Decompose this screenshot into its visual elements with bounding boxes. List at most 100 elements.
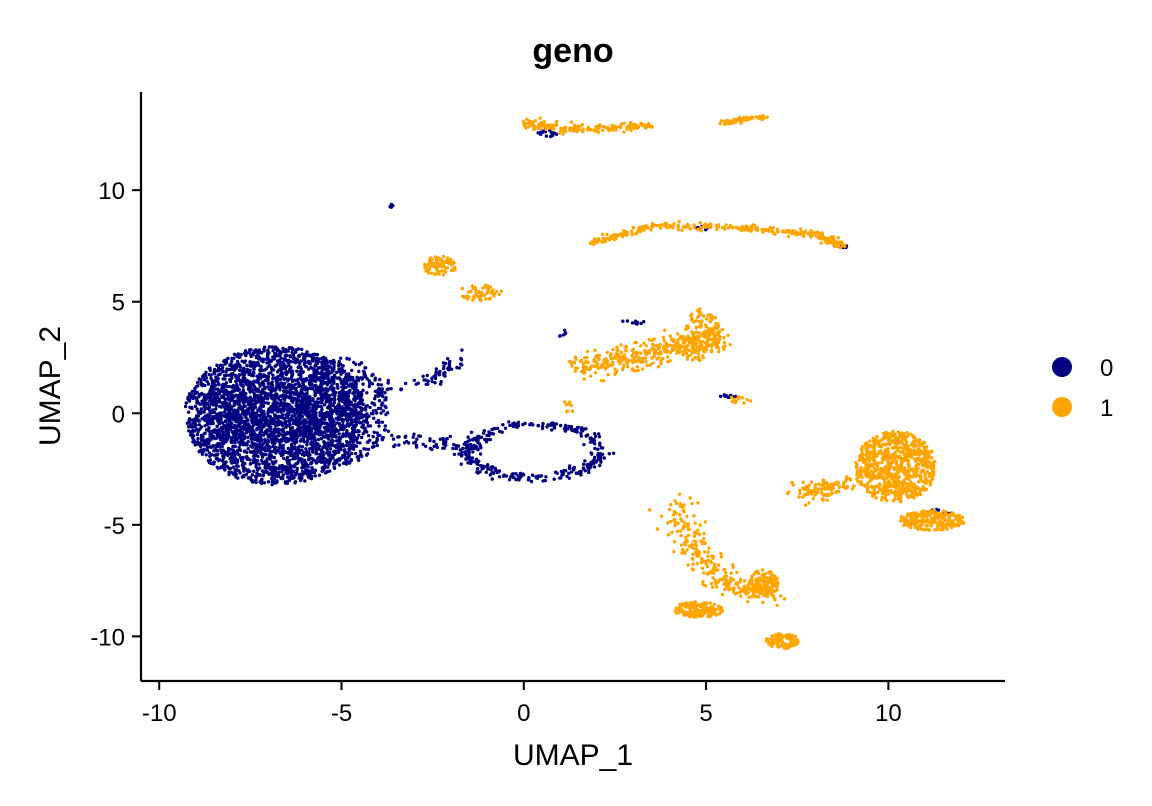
data-point: [486, 463, 490, 467]
data-point: [563, 125, 567, 130]
data-point: [265, 361, 269, 365]
data-point: [267, 371, 271, 375]
data-point: [196, 437, 200, 441]
data-point: [572, 123, 577, 128]
data-point: [303, 352, 307, 357]
data-point: [218, 432, 222, 436]
data-point: [259, 420, 263, 424]
data-point: [378, 377, 382, 382]
data-point: [199, 433, 204, 438]
data-point: [722, 393, 726, 397]
data-point: [631, 225, 636, 229]
data-point: [699, 225, 703, 230]
data-point: [572, 129, 576, 133]
data-point: [242, 475, 246, 479]
data-point: [270, 476, 274, 481]
data-point: [265, 448, 270, 453]
data-point: [205, 445, 210, 449]
data-point: [245, 367, 249, 372]
data-point: [339, 392, 343, 396]
data-point: [444, 260, 448, 264]
data-point: [231, 389, 236, 394]
data-point: [592, 128, 596, 132]
data-point: [283, 404, 287, 409]
data-point: [240, 372, 245, 376]
data-point: [726, 395, 731, 399]
data-point: [635, 322, 639, 326]
data-point: [491, 471, 495, 475]
data-point: [492, 294, 496, 298]
data-point: [305, 409, 310, 413]
data-point: [286, 446, 290, 451]
data-point: [518, 473, 522, 477]
data-point: [292, 453, 296, 457]
data-point: [319, 404, 323, 409]
data-point: [242, 360, 247, 365]
data-point: [354, 438, 359, 442]
data-point: [291, 433, 296, 437]
data-point: [357, 433, 361, 437]
data-point: [252, 349, 257, 353]
data-point: [827, 237, 832, 241]
data-point: [317, 473, 322, 477]
data-point: [475, 437, 479, 441]
data-point: [619, 125, 623, 130]
data-point: [726, 226, 731, 230]
data-point: [296, 377, 300, 381]
data-point: [554, 422, 559, 426]
data-point: [268, 449, 273, 453]
data-point: [252, 469, 256, 473]
data-point: [329, 402, 333, 406]
data-point: [595, 238, 600, 242]
data-point: [379, 383, 384, 387]
data-point: [469, 456, 473, 460]
data-point: [194, 419, 198, 423]
data-point: [280, 469, 284, 474]
data-point: [450, 262, 455, 266]
data-point: [206, 459, 211, 463]
data-point: [199, 444, 203, 449]
data-point: [222, 414, 226, 418]
data-point: [449, 367, 454, 371]
data-point: [266, 379, 270, 383]
data-point: [368, 438, 372, 442]
data-point: [228, 456, 232, 461]
data-point: [331, 359, 336, 363]
data-point: [325, 470, 329, 474]
data-point: [269, 437, 273, 442]
data-point: [722, 336, 726, 340]
data-point: [356, 401, 361, 405]
data-point: [396, 435, 400, 439]
data-point: [314, 363, 318, 368]
data-point: [317, 433, 322, 437]
data-point: [216, 441, 220, 446]
data-point: [267, 427, 271, 431]
data-point: [313, 474, 317, 478]
data-point: [266, 381, 270, 386]
data-point: [244, 422, 248, 427]
data-point: [332, 430, 336, 434]
data-point: [262, 470, 267, 474]
data-point: [238, 442, 242, 447]
data-point: [443, 374, 447, 378]
data-point: [640, 356, 645, 360]
data-point: [248, 469, 252, 473]
data-point: [688, 227, 692, 231]
data-point: [581, 466, 586, 470]
data-point: [291, 390, 295, 395]
data-point: [289, 383, 293, 387]
data-point: [755, 228, 760, 232]
data-point: [820, 233, 824, 237]
data-point: [218, 404, 222, 409]
data-point: [324, 415, 328, 419]
data-point: [264, 367, 268, 371]
data-point: [235, 364, 239, 368]
data-point: [320, 408, 324, 412]
data-point: [341, 388, 345, 392]
data-point: [319, 397, 323, 402]
data-point: [541, 479, 545, 483]
data-point: [255, 393, 259, 398]
data-point: [215, 424, 220, 428]
data-point: [252, 367, 256, 371]
data-point: [222, 400, 227, 404]
